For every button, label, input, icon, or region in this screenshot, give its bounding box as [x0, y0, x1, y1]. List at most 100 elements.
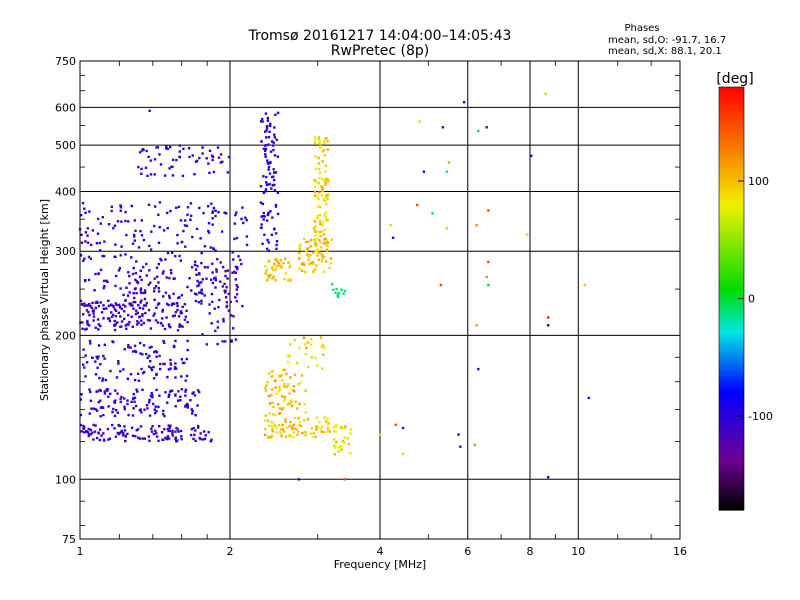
echo-point	[320, 430, 323, 433]
echo-point	[119, 400, 122, 404]
echo-point	[144, 311, 147, 315]
echo-point	[178, 150, 181, 153]
echo-point	[141, 437, 144, 440]
echo-point	[114, 314, 118, 318]
echo-point	[152, 290, 156, 293]
echo-point	[321, 425, 324, 428]
echo-point	[201, 292, 204, 295]
echo-point	[394, 423, 397, 426]
echo-point	[210, 438, 213, 441]
echo-point	[112, 304, 115, 308]
echo-point	[98, 376, 101, 380]
phase-stats-o-mode: mean, sd,O: -91.7, 16.7	[608, 35, 726, 46]
echo-point	[157, 262, 160, 266]
echo-point	[170, 271, 173, 275]
echo-point	[140, 319, 143, 322]
echo-point	[290, 404, 294, 408]
echo-point	[109, 369, 112, 373]
echo-point	[123, 397, 126, 400]
echo-point	[184, 219, 187, 222]
echo-point	[87, 255, 91, 259]
echo-point	[112, 407, 115, 411]
echo-point	[110, 315, 114, 318]
echo-point	[260, 140, 263, 143]
echo-point	[141, 388, 144, 391]
echo-point	[268, 182, 271, 186]
echo-point	[119, 430, 123, 434]
echo-point	[193, 263, 197, 267]
echo-point	[269, 273, 273, 277]
echo-point	[113, 427, 116, 430]
echo-point	[128, 274, 131, 278]
echo-point	[325, 177, 328, 181]
colorbar-segment	[719, 450, 744, 455]
echo-point	[87, 310, 90, 314]
echo-point	[235, 236, 239, 240]
echo-point	[266, 159, 269, 162]
echo-point	[284, 435, 288, 439]
echo-point	[153, 408, 156, 411]
echo-point	[304, 434, 307, 437]
echo-point	[167, 437, 171, 440]
echo-point	[89, 342, 92, 345]
echo-point	[137, 304, 140, 307]
echo-point	[297, 256, 301, 260]
colorbar-segment	[719, 502, 744, 508]
echo-point	[113, 324, 116, 327]
echo-point	[139, 352, 142, 355]
echo-point	[143, 408, 146, 411]
echo-point	[321, 160, 324, 163]
echo-point	[97, 355, 100, 358]
echo-point	[86, 234, 89, 237]
echo-point	[324, 183, 327, 187]
colorbar-tick-label: 100	[748, 175, 769, 188]
colorbar-segment	[719, 383, 744, 388]
echo-point	[171, 251, 174, 254]
echo-point	[312, 270, 315, 273]
colorbar-segment	[719, 277, 744, 282]
echo-point	[319, 171, 322, 174]
echo-point	[267, 276, 271, 279]
echo-point	[94, 408, 97, 411]
colorbar-segment	[719, 97, 744, 102]
echo-point	[140, 234, 144, 237]
colorbar-segment	[719, 270, 744, 275]
echo-point	[321, 367, 324, 370]
echo-point	[146, 407, 149, 410]
echo-point	[332, 426, 335, 429]
echo-point	[281, 368, 285, 371]
echo-point	[310, 338, 313, 341]
colorbar-segment	[719, 125, 744, 130]
echo-point	[270, 421, 273, 424]
echo-point	[313, 142, 317, 145]
echo-point	[127, 344, 130, 347]
echo-point	[265, 268, 268, 271]
echo-point	[313, 238, 316, 241]
echo-point	[178, 254, 181, 258]
echo-point	[163, 341, 166, 344]
echo-point	[132, 266, 135, 270]
echo-point	[271, 388, 274, 391]
echo-point	[143, 370, 146, 374]
echo-point	[266, 380, 269, 384]
echo-point	[343, 289, 347, 293]
echo-point	[198, 156, 201, 160]
echo-point	[174, 339, 177, 343]
echo-point	[269, 161, 272, 164]
echo-point	[259, 185, 263, 188]
echo-point	[141, 353, 144, 356]
echo-point	[194, 429, 197, 432]
echo-point	[316, 426, 320, 429]
echo-point	[132, 307, 135, 310]
echo-point	[138, 315, 141, 318]
echo-point	[86, 304, 89, 307]
echo-point	[263, 215, 266, 218]
echo-point	[275, 240, 279, 243]
echo-point	[178, 323, 181, 326]
echo-point	[119, 315, 122, 318]
echo-point	[186, 213, 189, 216]
echo-point	[140, 367, 143, 371]
echo-point	[136, 320, 139, 323]
echo-point	[138, 437, 141, 440]
echo-point	[334, 291, 337, 295]
